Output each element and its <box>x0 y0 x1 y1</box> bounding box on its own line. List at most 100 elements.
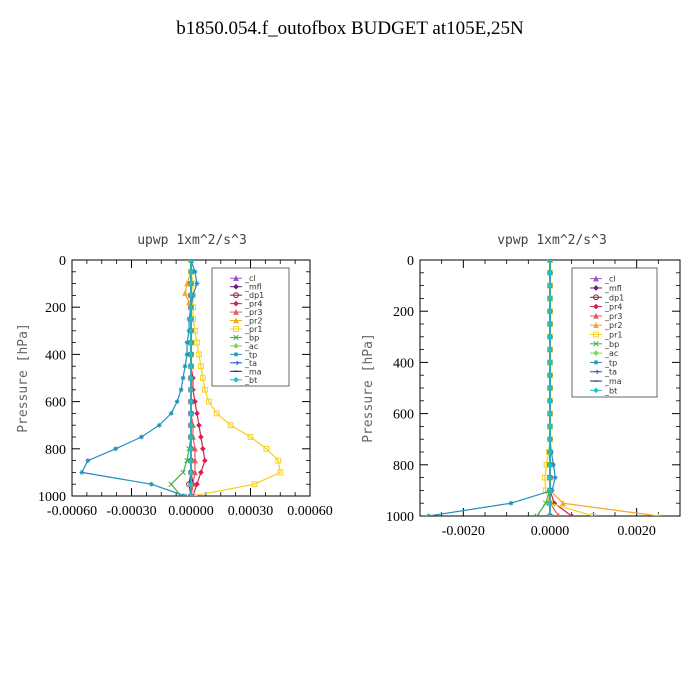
x-tick-label: -0.00060 <box>47 504 97 519</box>
data-point <box>188 493 194 496</box>
data-point <box>196 351 202 358</box>
data-point <box>560 500 566 506</box>
series-tp <box>426 260 558 516</box>
data-point <box>590 513 597 516</box>
legend-label: _pr3 <box>604 312 622 321</box>
legend-item: _bt <box>230 376 257 385</box>
legend-label: _cl <box>604 275 616 284</box>
data-point <box>275 457 282 464</box>
x-tick-label: -0.00030 <box>106 504 156 519</box>
series-line <box>428 260 556 516</box>
data-point <box>547 397 553 404</box>
data-point <box>568 513 575 516</box>
legend-swatch-marker <box>233 309 239 315</box>
legend-swatch-marker <box>233 326 239 332</box>
data-point <box>194 481 200 488</box>
legend-label: _ta <box>244 359 257 368</box>
data-point <box>188 351 194 358</box>
data-point <box>182 363 188 369</box>
y-tick-label: 600 <box>393 408 414 423</box>
data-point <box>188 304 194 311</box>
data-point <box>547 474 553 481</box>
legend-label: _bt <box>604 386 617 395</box>
legend-swatch-marker <box>233 292 239 299</box>
legend-swatch-marker <box>593 350 599 356</box>
data-point <box>188 422 194 429</box>
data-point <box>547 308 553 315</box>
legend-swatch-marker <box>233 300 239 307</box>
data-point <box>508 500 514 506</box>
data-point <box>227 422 234 429</box>
data-point <box>113 446 119 452</box>
legend-label: _ma <box>244 367 262 376</box>
legend-swatch-marker <box>593 331 599 338</box>
data-point <box>426 513 432 516</box>
data-point <box>188 316 194 322</box>
legend-swatch-marker <box>233 351 239 357</box>
y-tick-label: 0 <box>59 254 66 269</box>
data-point <box>202 457 208 464</box>
data-point <box>79 470 85 475</box>
data-point <box>194 339 200 346</box>
legend-item: _mfl <box>230 283 262 292</box>
data-point <box>192 269 198 275</box>
legend-box <box>211 267 290 387</box>
legend-swatch-marker <box>593 387 599 394</box>
data-point <box>656 512 660 516</box>
legend-item: _pr4 <box>230 300 262 309</box>
data-point <box>547 359 553 366</box>
legend-label: _ac <box>244 342 258 351</box>
data-point <box>182 289 188 296</box>
legend-swatch-marker <box>233 343 239 349</box>
data-point <box>178 387 184 393</box>
x-tick-label: 0.00000 <box>168 504 214 519</box>
legend-item: _pr2 <box>590 321 622 330</box>
legend-label: _pr3 <box>244 308 262 317</box>
data-point <box>547 436 553 443</box>
legend-label: _mfl <box>244 283 262 292</box>
legend-item: _pr1 <box>590 331 622 340</box>
series-line <box>190 260 281 496</box>
legend-item: _cl <box>590 275 616 284</box>
legend-swatch-marker <box>233 360 240 366</box>
y-tick-label: 1000 <box>386 510 414 525</box>
legend: _cl_mfl_dp1_pr4_pr3_pr2_pr1_bp_ac_tp_ta_… <box>571 267 658 398</box>
legend-item: _ta <box>230 359 257 368</box>
data-point <box>188 386 194 393</box>
legend-label: _pr1 <box>244 325 262 334</box>
legend-item: _bp <box>590 340 619 349</box>
legend-label: _pr2 <box>604 321 622 330</box>
legend-item: _tp <box>230 350 257 359</box>
legend-label: _tp <box>244 350 257 359</box>
y-axis-label: Pressure [hPa] <box>361 333 376 443</box>
data-point <box>547 487 553 494</box>
y-tick-label: 200 <box>393 305 414 320</box>
data-point <box>168 481 174 487</box>
legend-label: _bp <box>604 340 619 349</box>
data-point <box>188 434 194 440</box>
data-point <box>198 363 204 370</box>
data-point <box>547 513 553 516</box>
panel-title: vpwp 1xm^2/s^3 <box>497 233 607 248</box>
x-tick-label: 0.00060 <box>287 504 333 519</box>
legend-label: _pr4 <box>604 303 622 312</box>
legend-label: _mfl <box>604 284 622 293</box>
y-tick-label: 800 <box>393 459 414 474</box>
data-point <box>213 410 220 417</box>
data-point <box>547 410 553 417</box>
legend-item: _pr4 <box>590 303 622 312</box>
legend-box <box>571 267 658 398</box>
y-tick-label: 0 <box>407 254 414 269</box>
y-axis-label: Pressure [hPa] <box>16 323 31 433</box>
panel-title: upwp 1xm^2/s^3 <box>137 233 247 248</box>
legend-item: _bp <box>230 333 259 342</box>
legend-swatch-marker <box>593 303 599 310</box>
data-point <box>184 352 190 357</box>
data-point <box>547 321 553 327</box>
data-point <box>188 445 194 452</box>
legend-swatch-marker <box>593 312 599 319</box>
x-tick-label: 0.0020 <box>617 524 656 539</box>
data-point <box>188 327 194 334</box>
data-point <box>205 398 212 405</box>
data-point <box>547 269 553 276</box>
